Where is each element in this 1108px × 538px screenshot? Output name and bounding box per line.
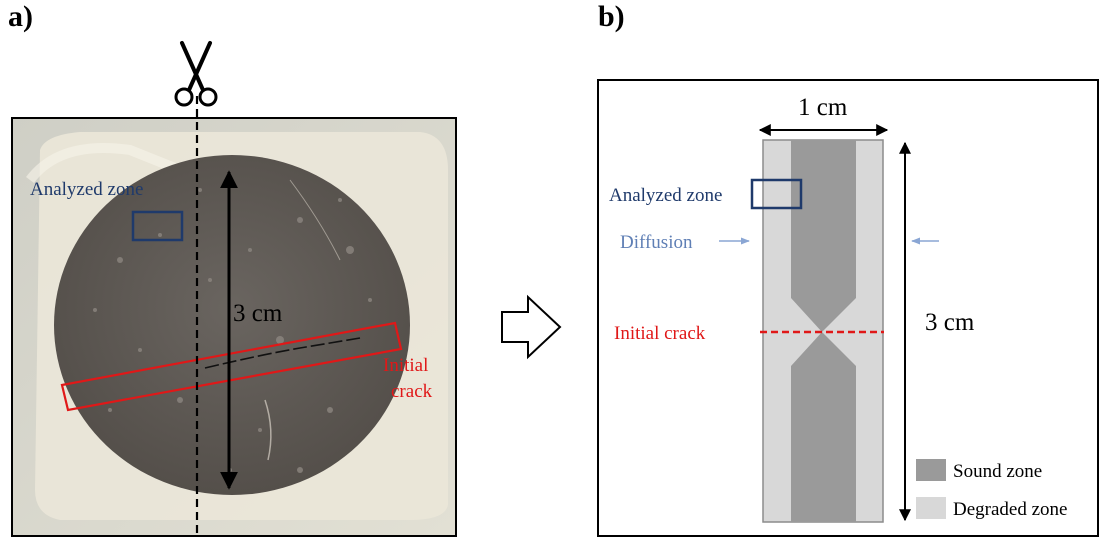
crack-trace [204,337,361,369]
width-label-b: 1 cm [798,94,848,121]
scissors-icon [174,41,218,107]
analyzed-zone-box-a [131,210,184,242]
diffusion-label: Diffusion [620,232,693,253]
initial-crack-box-a [60,321,403,412]
panel-b-letter: b) [598,0,625,33]
legend-label-degraded: Degraded zone [953,499,1067,520]
sound-zone-region [791,140,856,522]
dimension-label-a: 3 cm [233,300,283,327]
height-label-b: 3 cm [925,309,975,336]
legend-swatch-degraded [916,497,946,519]
concrete-sample [54,155,410,495]
legend-label-sound: Sound zone [953,461,1042,482]
legend-swatch-sound [916,459,946,481]
panel-b-schematic [597,79,1099,537]
right-arrow-icon [501,294,562,360]
crack-label-a-line2: crack [391,381,433,402]
aggregate-speckles [93,188,372,473]
analyzed-zone-label-a: Analyzed zone [30,179,143,200]
crack-label-b: Initial crack [614,323,706,344]
crack-label-a-line1: Initial [383,355,428,376]
analyzed-zone-label-b: Analyzed zone [609,185,722,206]
panel-a-photo [11,96,457,537]
panel-a-letter: a) [8,0,33,33]
analyzed-zone-box-b [750,178,803,210]
